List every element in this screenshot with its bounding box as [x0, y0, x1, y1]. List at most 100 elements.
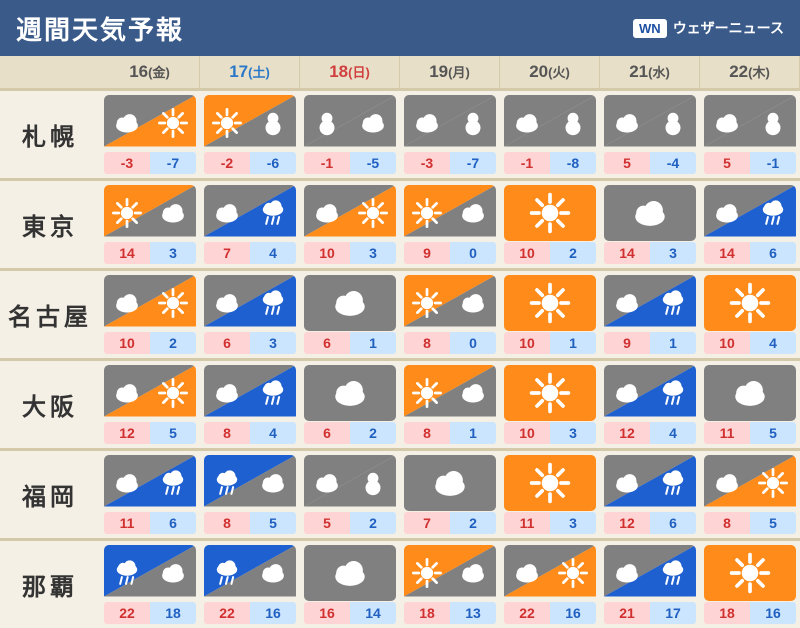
snow-icon — [750, 95, 796, 151]
forecast-cell: 1816 — [700, 538, 800, 628]
cloudy-icon — [150, 545, 196, 601]
sunny-icon — [550, 545, 596, 601]
temp-row: 63 — [204, 332, 296, 354]
temp-low: 2 — [150, 332, 196, 354]
forecast-cell: 2117 — [600, 538, 700, 628]
temp-high: 21 — [604, 602, 650, 624]
temp-high: 22 — [504, 602, 550, 624]
temp-row: 115 — [704, 422, 796, 444]
cloudy-icon — [704, 455, 750, 511]
temp-row: 74 — [204, 242, 296, 264]
temp-row: 62 — [304, 422, 396, 444]
temp-low: 4 — [250, 422, 296, 444]
forecast-cell: 104 — [700, 268, 800, 358]
cloudy-icon — [604, 95, 650, 151]
forecast-cell: 62 — [300, 358, 400, 448]
temp-low: -8 — [550, 152, 596, 174]
temp-low: 16 — [550, 602, 596, 624]
snow-icon — [650, 95, 696, 151]
cloudy-icon — [150, 185, 196, 241]
temp-low: 5 — [750, 512, 796, 534]
sunny-icon — [150, 95, 196, 151]
temp-low: 2 — [350, 422, 396, 444]
forecast-cell: 52 — [300, 448, 400, 538]
temp-row: -1-5 — [304, 152, 396, 174]
cloudy-icon — [504, 545, 550, 601]
temp-low: -4 — [650, 152, 696, 174]
temp-row: 102 — [504, 242, 596, 264]
temp-row: 113 — [504, 512, 596, 534]
forecast-cell: 103 — [500, 358, 600, 448]
temp-row: 2216 — [504, 602, 596, 624]
cloudy-icon — [604, 455, 650, 511]
sunny-icon — [504, 185, 596, 241]
forecast-cell: 81 — [400, 358, 500, 448]
date-num: 18 — [329, 62, 348, 81]
forecast-cell: 63 — [200, 268, 300, 358]
rain-icon — [204, 545, 250, 601]
temp-row: -2-6 — [204, 152, 296, 174]
temp-row: 52 — [304, 512, 396, 534]
temp-low: 2 — [450, 512, 496, 534]
temp-high: 22 — [104, 602, 150, 624]
temp-high: 7 — [204, 242, 250, 264]
snow-icon — [350, 455, 396, 511]
date-cell: 16(金) — [100, 56, 200, 88]
temp-row: 61 — [304, 332, 396, 354]
temp-high: -2 — [204, 152, 250, 174]
cloudy-icon — [250, 455, 296, 511]
temp-low: 6 — [150, 512, 196, 534]
rain-icon — [650, 365, 696, 421]
temp-low: 3 — [550, 512, 596, 534]
snow-icon — [550, 95, 596, 151]
temp-row: 84 — [204, 422, 296, 444]
sunny-icon — [404, 545, 450, 601]
temp-row: 80 — [404, 332, 496, 354]
cloudy-icon — [604, 185, 696, 241]
logo: WN ウェザーニュース — [633, 18, 784, 38]
temp-low: 4 — [650, 422, 696, 444]
logo-badge: WN — [633, 19, 667, 38]
temp-high: -1 — [504, 152, 550, 174]
sunny-icon — [150, 275, 196, 331]
forecast-cell: -1-8 — [500, 88, 600, 178]
temp-low: 0 — [450, 332, 496, 354]
temp-low: 3 — [150, 242, 196, 264]
forecast-cell: 115 — [700, 358, 800, 448]
forecast-cell: -1-5 — [300, 88, 400, 178]
temp-high: 6 — [304, 422, 350, 444]
temp-row: 124 — [604, 422, 696, 444]
temp-high: 10 — [504, 242, 550, 264]
temp-low: 1 — [650, 332, 696, 354]
forecast-cell: 2216 — [200, 538, 300, 628]
temp-row: 2216 — [204, 602, 296, 624]
temp-low: 18 — [150, 602, 196, 624]
temp-high: 9 — [604, 332, 650, 354]
temp-row: 85 — [204, 512, 296, 534]
cloudy-icon — [704, 95, 750, 151]
temp-high: -1 — [304, 152, 350, 174]
temp-row: 146 — [704, 242, 796, 264]
cloudy-icon — [304, 275, 396, 331]
cloudy-icon — [104, 95, 150, 151]
date-num: 21 — [629, 62, 648, 81]
temp-high: 12 — [604, 512, 650, 534]
temp-low: 17 — [650, 602, 696, 624]
sunny-icon — [350, 185, 396, 241]
forecast-cell: 1614 — [300, 538, 400, 628]
temp-high: 12 — [104, 422, 150, 444]
temp-row: 125 — [104, 422, 196, 444]
rain-icon — [650, 545, 696, 601]
city-label: 札幌 — [0, 88, 100, 178]
temp-high: 12 — [604, 422, 650, 444]
forecast-cell: 124 — [600, 358, 700, 448]
temp-high: -3 — [104, 152, 150, 174]
forecast-container: 週間天気予報 WN ウェザーニュース 16(金)17(土)18(日)19(月)2… — [0, 0, 800, 600]
cloudy-icon — [404, 455, 496, 511]
sunny-icon — [704, 275, 796, 331]
temp-row: 2218 — [104, 602, 196, 624]
temp-row: -1-8 — [504, 152, 596, 174]
date-day: (火) — [548, 65, 570, 80]
temp-high: 10 — [704, 332, 750, 354]
cloudy-icon — [304, 455, 350, 511]
